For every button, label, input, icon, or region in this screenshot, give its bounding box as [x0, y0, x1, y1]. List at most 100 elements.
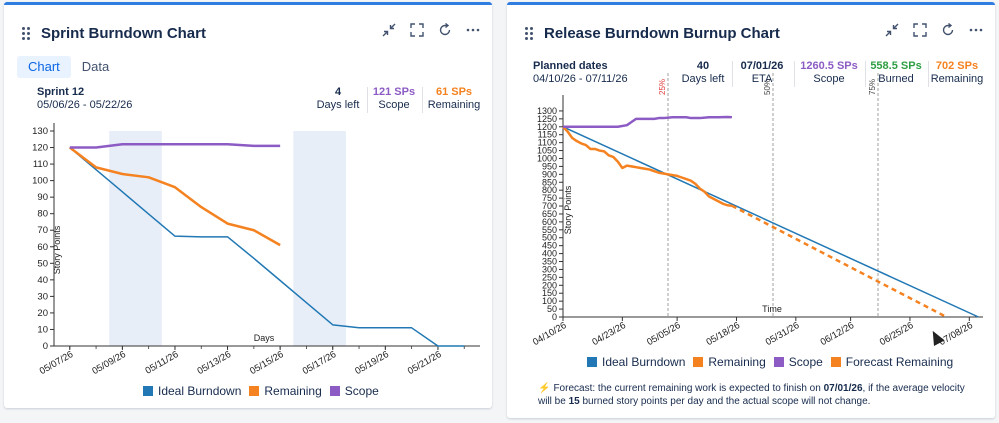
x-tick-label: 05/07/26 — [38, 349, 76, 377]
y-tick-label: 750 — [542, 193, 557, 203]
metric-label: Days left — [316, 99, 360, 111]
y-tick-label: 110 — [33, 159, 48, 170]
refresh-icon[interactable] — [941, 23, 955, 37]
series-scope — [69, 142, 281, 149]
legend-item-remaining[interactable]: Remaining — [693, 355, 766, 369]
sprint-name: Sprint 12 — [37, 86, 85, 98]
progress-marker-label: 50% — [763, 79, 772, 95]
y-tick-label: 300 — [542, 264, 557, 274]
refresh-icon[interactable] — [438, 23, 452, 37]
drag-handle-icon[interactable] — [22, 27, 32, 41]
chart-legend: Ideal Burndown Remaining Scope — [143, 384, 379, 398]
y-tick-label: 1250 — [537, 114, 557, 124]
metric-value: 61 SPs — [435, 86, 473, 98]
y-tick-label: 500 — [542, 233, 557, 243]
y-tick-label: 60 — [37, 242, 48, 253]
legend-label: Remaining — [708, 355, 766, 369]
fullscreen-icon[interactable] — [410, 23, 424, 37]
metric-label: ETA — [751, 73, 773, 85]
y-tick-label: 1000 — [537, 153, 557, 163]
series-ideal-burndown — [562, 126, 979, 318]
y-tick-label: 90 — [37, 192, 48, 203]
legend-label: Scope — [788, 355, 823, 369]
y-tick-label: 350 — [542, 257, 557, 267]
y-tick-label: 850 — [542, 177, 557, 187]
y-tick-label: 1300 — [537, 106, 557, 116]
y-tick-label: 100 — [542, 296, 557, 306]
metric-label: Burned — [878, 73, 914, 85]
legend-item-scope[interactable]: Scope — [773, 355, 823, 369]
y-tick-label: 700 — [542, 201, 557, 211]
y-tick-label: 1100 — [538, 138, 557, 148]
progress-marker-label: 75% — [868, 79, 877, 95]
metric-label: Scope — [378, 99, 410, 111]
x-tick-label: 05/17/26 — [301, 349, 339, 377]
x-axis-label: Time — [762, 304, 782, 314]
metric-burned: 558.5 SPs Burned — [868, 60, 924, 85]
x-tick-label: 07/08/26 — [937, 320, 975, 348]
y-tick-label: 1050 — [537, 146, 557, 156]
y-tick-label: 130 — [32, 126, 48, 137]
release-burndown-card: Release Burndown Burnup Chart Planned da… — [507, 2, 995, 418]
forecast-date: 07/01/26 — [823, 383, 863, 394]
planned-dates-value: 04/10/26 - 07/11/26 — [533, 73, 628, 85]
tab-data[interactable]: Data — [81, 59, 110, 74]
forecast-text-1: Forecast: the current remaining work is … — [553, 383, 824, 394]
legend-label: Ideal Burndown — [602, 355, 686, 369]
x-tick-label: 04/23/26 — [590, 320, 628, 348]
metric-remaining: 702 SPs Remaining — [930, 60, 984, 85]
chart-legend: Ideal Burndown Remaining Scope Forecast … — [587, 355, 953, 369]
forecast-velocity: 15 — [568, 396, 580, 407]
legend-item-ideal[interactable]: Ideal Burndown — [143, 384, 241, 398]
legend-item-forecast[interactable]: Forecast Remaining — [830, 355, 953, 369]
x-tick-label: 05/31/26 — [764, 320, 802, 348]
legend-label: Scope — [344, 384, 379, 398]
legend-label: Ideal Burndown — [158, 384, 242, 398]
metric-value: 07/01/26 — [740, 60, 784, 72]
collapse-icon[interactable] — [885, 23, 899, 37]
legend-label: Remaining — [264, 384, 322, 398]
x-tick-label: 05/05/26 — [645, 320, 683, 348]
x-tick-label: 06/12/26 — [819, 320, 857, 348]
forecast-text-2: , if the average velocity will be — [538, 383, 965, 407]
x-tick-label: 05/19/26 — [353, 349, 391, 377]
x-tick-label: 05/15/26 — [248, 349, 286, 377]
series-forecast-remaining — [731, 204, 948, 319]
legend-item-remaining[interactable]: Remaining — [249, 384, 322, 398]
y-tick-label: 950 — [542, 161, 557, 171]
y-tick-label: 50 — [37, 258, 48, 269]
sprint-burndown-card: Sprint Burndown Chart Chart Data Sprint … — [4, 2, 492, 408]
y-tick-label: 80 — [37, 209, 48, 220]
drag-handle-icon[interactable] — [525, 27, 535, 41]
y-tick-label: 10 — [37, 324, 48, 335]
sprint-burndown-chart: 0 10 20 30 40 50 60 70 80 90 100 110 120 130 05/07/26 0… — [32, 123, 480, 377]
fullscreen-icon[interactable] — [913, 23, 927, 37]
y-tick-label: 50 — [547, 304, 557, 314]
metric-value: 1260.5 SPs — [800, 60, 858, 72]
more-options-icon[interactable] — [969, 23, 983, 37]
metric-days-left: 40 Days left — [677, 60, 729, 85]
y-tick-label: 450 — [542, 241, 557, 251]
x-tick-label: 05/13/26 — [196, 349, 234, 377]
legend-item-ideal[interactable]: Ideal Burndown — [587, 355, 685, 369]
series-remaining — [69, 146, 281, 247]
legend-item-scope[interactable]: Scope — [329, 384, 379, 398]
forecast-text-3: burned story points per day and the actu… — [579, 396, 871, 407]
y-tick-label: 0 — [43, 341, 48, 352]
y-tick-label: 70 — [37, 225, 48, 236]
sprint-dates: 05/06/26 - 05/22/26 — [37, 99, 133, 111]
x-tick-label: 06/25/26 — [878, 320, 916, 348]
metric-scope: 121 SPs Scope — [370, 86, 418, 111]
y-tick-label: 30 — [37, 291, 48, 302]
y-tick-label: 900 — [542, 169, 557, 179]
more-options-icon[interactable] — [466, 23, 480, 37]
card-title: Release Burndown Burnup Chart — [544, 25, 780, 42]
tab-chart[interactable]: Chart — [17, 56, 71, 78]
metric-eta: 07/01/26 ETA — [735, 60, 789, 85]
lightning-icon: ⚡ — [538, 383, 551, 394]
collapse-icon[interactable] — [382, 23, 396, 37]
y-tick-label: 20 — [37, 308, 48, 319]
weekend-band — [293, 131, 346, 346]
forecast-note: ⚡ Forecast: the current remaining work is… — [538, 382, 968, 408]
metric-label: Scope — [813, 73, 845, 85]
